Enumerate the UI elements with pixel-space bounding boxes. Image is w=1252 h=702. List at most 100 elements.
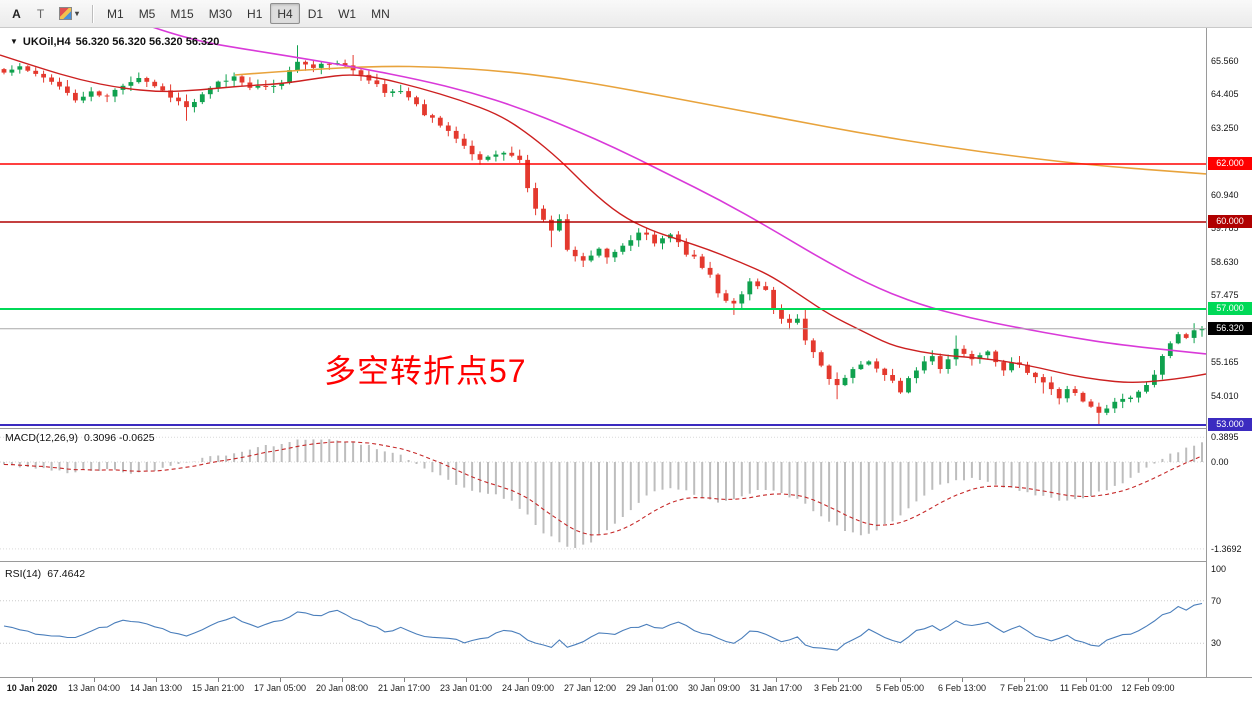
macd-scale-label: 0.3895 (1211, 432, 1239, 442)
price-label: 65.560 (1211, 56, 1239, 66)
rsi-value: 67.4642 (47, 568, 86, 580)
timeframe-button-h1[interactable]: H1 (240, 3, 269, 24)
timeframe-button-m5[interactable]: M5 (132, 3, 163, 24)
time-label: 13 Jan 04:00 (67, 683, 121, 693)
time-label: 15 Jan 21:00 (191, 683, 245, 693)
time-tick (714, 678, 715, 682)
time-tick (838, 678, 839, 682)
time-tick (776, 678, 777, 682)
time-tick (900, 678, 901, 682)
time-label: 29 Jan 01:00 (625, 683, 679, 693)
time-tick (280, 678, 281, 682)
ma-slow-orange (234, 65, 1206, 175)
price-badge-62.000: 62.000 (1208, 157, 1252, 170)
time-label: 14 Jan 13:00 (129, 683, 183, 693)
chevron-down-icon: ▾ (75, 9, 80, 18)
macd-title: MACD(12,26,9) 0.3096 -0.0625 (5, 432, 155, 444)
time-tick (404, 678, 405, 682)
ma-fast-red (0, 54, 1206, 384)
time-tick (962, 678, 963, 682)
rsi-scale-label: 100 (1211, 564, 1227, 574)
timeframe-button-group: M1 M5 M15 M30 H1 H4 D1 W1 MN (100, 3, 397, 24)
time-label: 30 Jan 09:00 (687, 683, 741, 693)
time-tick (466, 678, 467, 682)
rsi-line (3, 602, 1203, 651)
main-price-chart[interactable] (0, 28, 1206, 428)
macd-scale-label: -1.3692 (1211, 544, 1242, 554)
time-label: 10 Jan 2020 (6, 683, 58, 693)
timeframe-button-d1[interactable]: D1 (301, 3, 330, 24)
time-label: 24 Jan 09:00 (501, 683, 555, 693)
time-label: 31 Jan 17:00 (749, 683, 803, 693)
timeframe-button-w1[interactable]: W1 (331, 3, 363, 24)
price-label: 54.010 (1211, 391, 1239, 401)
time-tick (652, 678, 653, 682)
time-label: 17 Jan 05:00 (253, 683, 307, 693)
time-label: 27 Jan 12:00 (563, 683, 617, 693)
rsi-label: RSI(14) (5, 568, 42, 580)
time-tick (342, 678, 343, 682)
time-label: 6 Feb 13:00 (937, 683, 987, 693)
symbol-dropdown-arrow-icon[interactable]: ▼ (10, 37, 18, 46)
time-label: 3 Feb 21:00 (813, 683, 863, 693)
time-label: 23 Jan 01:00 (439, 683, 493, 693)
price-label: 57.475 (1211, 290, 1239, 300)
timeframe-button-m30[interactable]: M30 (202, 3, 239, 24)
candles (1, 45, 1205, 426)
rsi-scale-label: 30 (1211, 638, 1222, 648)
panel-divider[interactable] (0, 677, 1252, 678)
price-badge-56.320: 56.320 (1208, 322, 1252, 335)
time-tick (1024, 678, 1025, 682)
price-badge-57.000: 57.000 (1208, 302, 1252, 315)
macd-scale-label: 0.00 (1211, 457, 1229, 467)
timeframe-button-h4[interactable]: H4 (270, 3, 300, 24)
panel-divider[interactable] (0, 428, 1252, 429)
time-tick (590, 678, 591, 682)
chart-stage: ▼ UKOil,H4 56.320 56.320 56.320 56.320 M… (0, 28, 1252, 702)
symbol-title: UKOil,H4 (22, 36, 71, 48)
price-scale[interactable]: 65.56064.40563.25062.09560.94059.78558.6… (1206, 28, 1252, 677)
drawing-tool-icon (59, 7, 72, 20)
time-axis[interactable]: 10 Jan 2020 13 Jan 04:00 14 Jan 13:00 15 Ja… (0, 678, 1252, 702)
macd-values: 0.3096 -0.0625 (83, 432, 155, 444)
macd-signal-line (3, 441, 1203, 536)
time-tick (528, 678, 529, 682)
price-label: 55.165 (1211, 357, 1239, 367)
time-label: 7 Feb 21:00 (999, 683, 1049, 693)
macd-label: MACD(12,26,9) (5, 432, 78, 444)
timeframe-button-mn[interactable]: MN (364, 3, 397, 24)
toolbar: A T ▾ M1 M5 M15 M30 H1 H4 D1 W1 MN (0, 0, 1252, 28)
drawing-tool-dropdown[interactable]: ▾ (53, 3, 85, 25)
price-label: 58.630 (1211, 257, 1239, 267)
time-label: 11 Feb 01:00 (1059, 683, 1113, 693)
price-badge-53.000: 53.000 (1208, 418, 1252, 431)
timeframe-button-m1[interactable]: M1 (100, 3, 131, 24)
time-label: 20 Jan 08:00 (315, 683, 369, 693)
chart-annotation[interactable]: 多空转折点57 (324, 353, 527, 389)
panel-divider[interactable] (0, 561, 1252, 562)
time-tick (94, 678, 95, 682)
price-label: 60.940 (1211, 190, 1239, 200)
time-tick (1086, 678, 1087, 682)
ma-mid-magenta (152, 28, 1206, 355)
time-tick (32, 678, 33, 682)
rsi-title: RSI(14) 67.4642 (5, 568, 85, 580)
time-label: 12 Feb 09:00 (1121, 683, 1175, 693)
timeframe-button-m15[interactable]: M15 (163, 3, 200, 24)
time-tick (156, 678, 157, 682)
price-label: 64.405 (1211, 89, 1239, 99)
price-label: 63.250 (1211, 123, 1239, 133)
time-tick (1148, 678, 1149, 682)
macd-indicator-pane[interactable] (0, 429, 1206, 561)
macd-histogram (3, 439, 1203, 548)
price-badge-60.000: 60.000 (1208, 215, 1252, 228)
time-label: 5 Feb 05:00 (875, 683, 925, 693)
rsi-scale-label: 70 (1211, 596, 1222, 606)
ohlc-values: 56.320 56.320 56.320 56.320 (75, 36, 220, 48)
symbol-ohlc-label: ▼ UKOil,H4 56.320 56.320 56.320 56.320 (10, 36, 219, 48)
type-tool-button[interactable]: T (29, 3, 52, 25)
rsi-indicator-pane[interactable] (0, 562, 1206, 677)
time-tick (218, 678, 219, 682)
price-label: 59.785 (1211, 223, 1239, 233)
text-tool-button[interactable]: A (5, 3, 28, 25)
